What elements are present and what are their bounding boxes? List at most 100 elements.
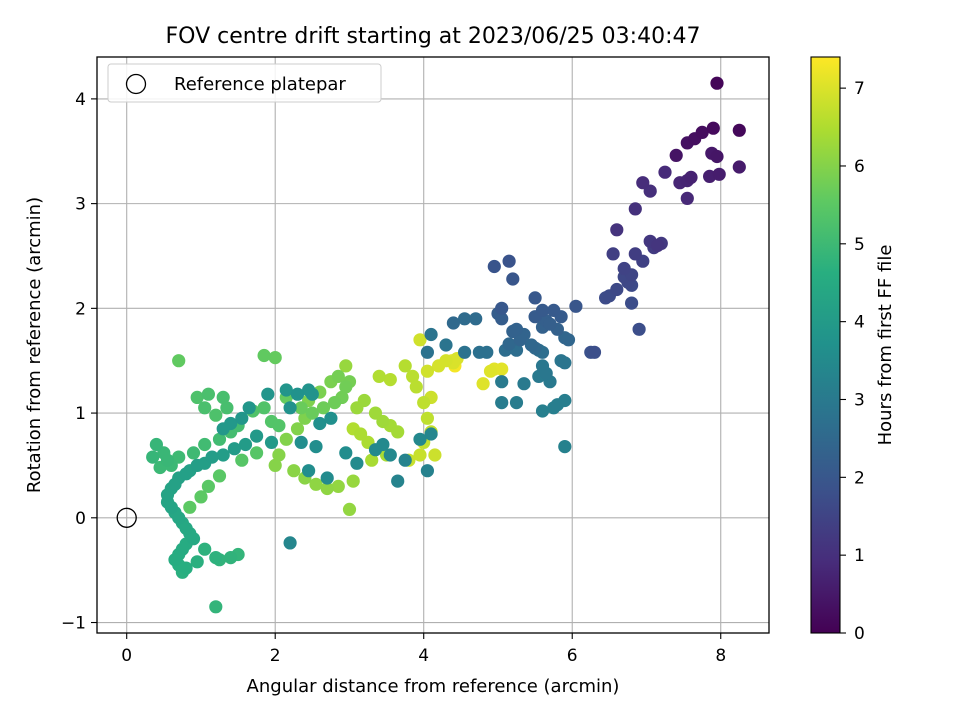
data-point — [495, 312, 509, 326]
legend-box — [107, 63, 382, 103]
data-point — [320, 481, 334, 496]
colorbar-tick-label: 4 — [854, 313, 865, 333]
data-point — [268, 351, 282, 365]
data-point — [320, 471, 334, 485]
data-point — [524, 338, 539, 352]
data-point — [257, 348, 271, 363]
data-point — [168, 553, 182, 567]
data-point — [558, 356, 572, 370]
data-point — [190, 390, 204, 404]
colorbar: 0 1 2 3 4 5 6 7 Hours from first FF file — [810, 56, 896, 644]
data-point — [212, 432, 227, 446]
data-point — [268, 458, 282, 472]
data-point — [190, 555, 204, 569]
data-point — [283, 401, 297, 415]
data-point — [339, 359, 353, 373]
data-point — [302, 383, 316, 397]
data-point — [610, 282, 624, 297]
data-point — [198, 437, 212, 452]
y-tick-label: 4 — [75, 90, 86, 110]
data-point — [483, 364, 498, 378]
data-point — [294, 401, 308, 415]
data-point — [469, 312, 483, 326]
data-point — [305, 406, 319, 420]
data-point — [439, 338, 453, 352]
colorbar-tick-label: 5 — [854, 235, 865, 255]
data-point — [272, 448, 286, 462]
data-point — [235, 411, 249, 425]
data-point — [212, 469, 227, 483]
x-tick-label: 2 — [270, 646, 281, 666]
data-point — [506, 272, 520, 286]
data-point — [346, 474, 360, 488]
data-point — [495, 362, 509, 376]
data-point — [528, 291, 542, 305]
data-point — [628, 202, 642, 216]
data-point — [732, 123, 746, 137]
data-point — [290, 422, 305, 436]
colorbar-tick-label: 1 — [854, 546, 865, 566]
data-point — [261, 387, 275, 401]
data-point — [420, 345, 434, 359]
data-point — [561, 333, 576, 347]
data-point — [383, 448, 397, 462]
data-point — [625, 296, 639, 310]
data-point — [543, 317, 557, 331]
reference-marker-layer — [116, 507, 137, 528]
data-point — [712, 167, 726, 181]
data-point — [172, 511, 186, 525]
data-point — [587, 345, 602, 359]
y-tick-label: 3 — [75, 195, 86, 215]
data-point — [535, 303, 550, 317]
data-point — [606, 247, 620, 261]
data-point — [506, 324, 520, 338]
data-point — [569, 299, 583, 313]
data-point — [680, 191, 694, 205]
chart-title: FOV centre drift starting at 2023/06/25 … — [166, 24, 701, 49]
data-point — [365, 453, 379, 467]
data-point — [146, 450, 160, 464]
x-tick-label: 6 — [567, 646, 578, 666]
legend-entry-reference-platepar: Reference platepar — [174, 74, 346, 95]
y-tick-label: −1 — [61, 614, 86, 634]
data-point — [183, 500, 197, 514]
y-axis-ticks: −1 0 1 2 3 4 — [61, 90, 97, 634]
data-point — [651, 238, 665, 253]
x-tick-label: 4 — [418, 646, 429, 666]
data-point — [279, 432, 293, 446]
data-point — [368, 443, 383, 457]
data-point — [302, 464, 316, 478]
data-point — [710, 76, 724, 90]
data-point — [186, 446, 201, 460]
data-point — [209, 551, 223, 565]
data-point — [502, 254, 516, 268]
y-tick-label: 1 — [75, 404, 86, 424]
data-points — [146, 76, 746, 614]
data-point — [428, 448, 442, 462]
data-point — [238, 437, 253, 452]
data-point — [242, 401, 256, 415]
colorbar-ticks: 0 1 2 3 4 5 6 7 — [840, 79, 865, 644]
data-point — [290, 387, 305, 401]
data-point — [257, 401, 271, 415]
data-point — [264, 435, 279, 449]
data-point — [313, 416, 327, 431]
plot-area-frame — [96, 56, 770, 634]
data-point — [710, 149, 724, 164]
data-point — [179, 467, 193, 481]
data-point — [695, 125, 709, 139]
data-point — [535, 404, 550, 418]
data-point — [194, 490, 208, 504]
data-point — [472, 345, 486, 359]
data-point — [316, 401, 331, 415]
data-point — [372, 369, 386, 383]
data-point — [149, 437, 163, 452]
data-point — [272, 419, 286, 433]
data-point — [391, 474, 405, 488]
data-point — [342, 502, 357, 516]
data-point — [409, 380, 423, 394]
data-point — [509, 396, 524, 410]
data-point — [610, 223, 624, 237]
data-point — [487, 259, 501, 274]
data-point — [216, 448, 230, 462]
